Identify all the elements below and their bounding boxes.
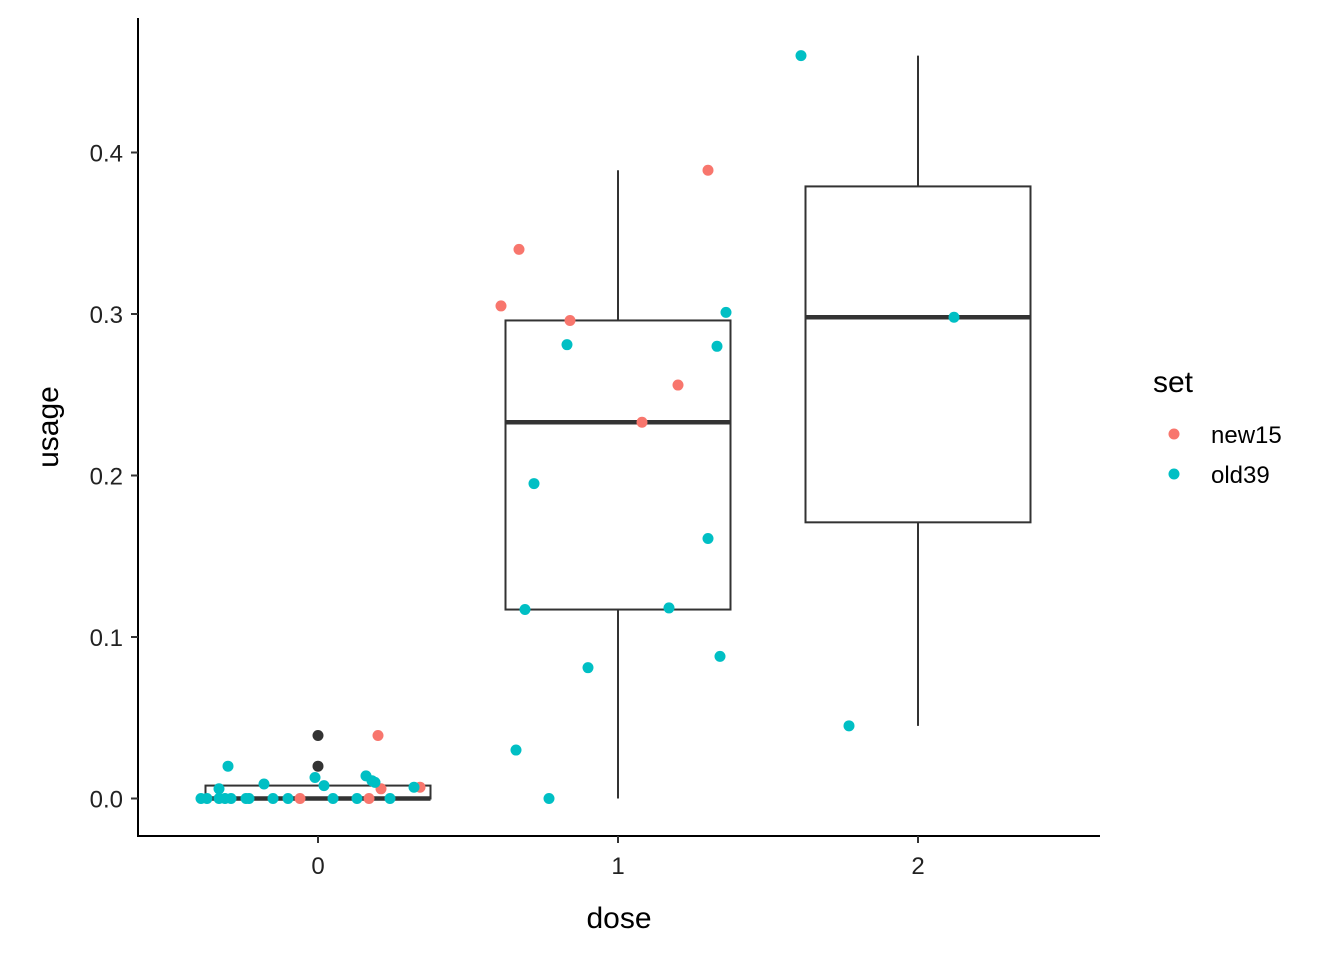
- data-point: [312, 730, 324, 742]
- x-tick-label: 0: [311, 853, 324, 880]
- data-point: [213, 783, 225, 795]
- y-axis-ticks: 0.0 0.1 0.2 0.3 0.4: [90, 141, 138, 814]
- data-point: [327, 793, 339, 804]
- data-point: [282, 793, 294, 804]
- data-point: [495, 300, 507, 312]
- data-point: [543, 793, 555, 804]
- y-axis-title: usage: [32, 386, 65, 468]
- data-point: [720, 306, 732, 318]
- x-axis-title: dose: [586, 902, 651, 935]
- y-tick-label: 0.0: [90, 787, 123, 814]
- data-point: [672, 379, 684, 391]
- data-point: [267, 793, 279, 804]
- box-dose-1: [504, 170, 732, 799]
- data-point: [636, 416, 648, 428]
- plot-area: [195, 50, 1032, 804]
- box-iqr: [504, 319, 732, 611]
- series-old39: [195, 50, 960, 804]
- series-new15: [294, 164, 714, 804]
- legend-key-new15: [1168, 428, 1180, 440]
- series-unassigned: [312, 730, 324, 772]
- x-tick-label: 1: [611, 853, 624, 880]
- data-point: [225, 793, 237, 804]
- data-point: [948, 311, 960, 323]
- data-point: [201, 793, 213, 804]
- data-point: [711, 340, 723, 352]
- data-point: [294, 793, 306, 804]
- data-point: [222, 760, 234, 772]
- points-layer: [195, 50, 960, 804]
- y-tick-label: 0.1: [90, 625, 123, 652]
- data-point: [318, 780, 330, 792]
- data-point: [714, 650, 726, 662]
- data-point: [258, 778, 270, 790]
- data-point: [384, 793, 396, 804]
- data-point: [312, 760, 324, 772]
- data-point: [309, 772, 321, 784]
- data-point: [408, 781, 420, 793]
- x-axis-ticks: 0 1 2: [311, 836, 925, 880]
- data-point: [372, 730, 384, 742]
- box-dose-0: [204, 784, 432, 801]
- box-dose-2: [804, 55, 1032, 726]
- y-tick-label: 0.2: [90, 464, 123, 491]
- data-point: [663, 602, 675, 614]
- boxes-layer: [204, 55, 1032, 801]
- data-point: [702, 164, 714, 176]
- data-point: [582, 662, 594, 674]
- legend-key-old39: [1168, 468, 1180, 480]
- legend-title: set: [1153, 366, 1194, 399]
- legend-label-new15: new15: [1211, 422, 1282, 449]
- data-point: [243, 793, 255, 804]
- data-point: [351, 793, 363, 804]
- x-tick-label: 2: [911, 853, 924, 880]
- data-point: [795, 50, 807, 62]
- legend-label-old39: old39: [1211, 462, 1270, 489]
- legend: set new15 old39: [1153, 366, 1282, 489]
- y-tick-label: 0.3: [90, 302, 123, 329]
- data-point: [363, 793, 375, 804]
- box-iqr: [804, 185, 1032, 524]
- data-point: [513, 243, 525, 255]
- data-point: [369, 776, 381, 788]
- data-point: [510, 744, 522, 756]
- data-point: [519, 604, 531, 616]
- data-point: [564, 314, 576, 326]
- data-point: [702, 532, 714, 544]
- data-point: [528, 478, 540, 490]
- data-point: [561, 339, 573, 351]
- y-tick-label: 0.4: [90, 141, 123, 168]
- data-point: [843, 720, 855, 732]
